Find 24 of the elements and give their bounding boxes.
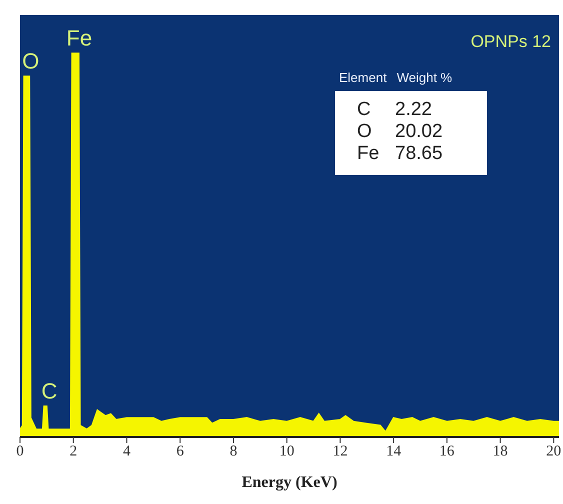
x-tick-label: 20	[546, 444, 562, 460]
x-tick-label: 14	[386, 444, 402, 460]
annotation: 78.65	[395, 143, 443, 165]
annotation: Fe	[66, 25, 92, 50]
x-tick-label: 6	[176, 444, 184, 460]
x-tick-label: 2	[70, 444, 78, 460]
x-tick-label: 4	[122, 444, 131, 460]
chart-title: OPNPs 12	[470, 32, 551, 51]
x-tick-label: 18	[492, 444, 508, 460]
annotation: 2.22	[395, 99, 432, 121]
x-tick-label: 12	[332, 444, 348, 460]
x-tick-label: 16	[439, 444, 455, 460]
x-tick-label: 10	[279, 444, 294, 460]
annotation: Element	[339, 70, 387, 85]
annotation: 20.02	[395, 121, 443, 143]
annotation: C	[41, 378, 58, 404]
x-tick-label: 8	[230, 444, 238, 460]
x-axis-title: Energy (KeV)	[242, 474, 338, 491]
annotation: Weight %	[396, 70, 452, 85]
annotation: C	[357, 99, 372, 121]
annotation: O	[22, 48, 40, 74]
annotation: O	[357, 121, 373, 143]
x-tick-label: 0	[16, 444, 24, 460]
annotation: Fe	[357, 143, 380, 165]
